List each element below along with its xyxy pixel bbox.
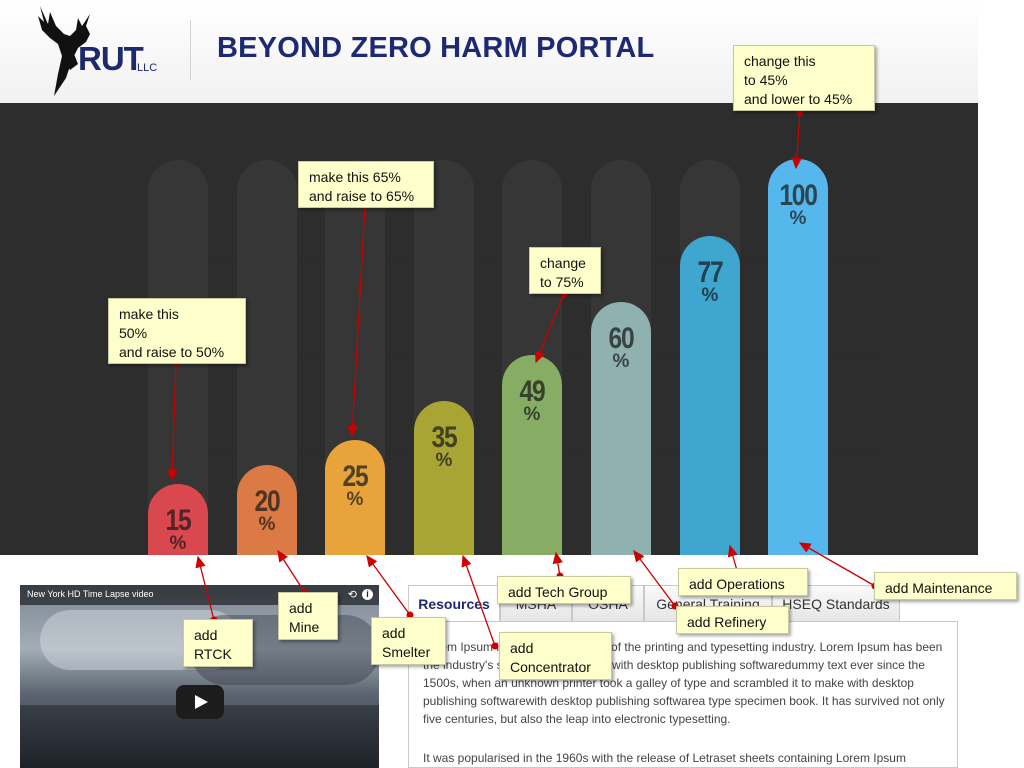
bar-percent-sign: %: [523, 404, 541, 425]
bar-60[interactable]: 60%: [591, 302, 651, 555]
bar-value-label: 77: [697, 256, 724, 289]
content-paragraph: It was popularised in the 1960s with the…: [423, 751, 906, 765]
header-divider: [190, 20, 191, 80]
bar-percent-sign: %: [789, 208, 807, 229]
bar-20[interactable]: 20%: [237, 465, 297, 555]
tab-resources[interactable]: Resources: [408, 585, 500, 621]
bar-percent-sign: %: [346, 489, 364, 510]
annotation-note: add Smelter: [371, 617, 446, 665]
bar-value-label: 49: [519, 375, 546, 408]
logo-text: RUT: [78, 40, 144, 77]
annotation-note: make this 50% and raise to 50%: [108, 298, 246, 364]
deer-logo-icon: [38, 6, 90, 96]
annotation-arrow: [552, 551, 563, 577]
bar-percent-sign: %: [701, 285, 719, 306]
bar-value-label: 35: [431, 421, 458, 454]
annotation-note: make this 65% and raise to 65%: [298, 161, 434, 208]
bar-value-label: 60: [608, 322, 635, 355]
logo-suffix: LLC: [137, 62, 158, 74]
video-player[interactable]: New York HD Time Lapse video ⟲ i: [20, 585, 379, 768]
annotation-note: add Mine: [278, 592, 338, 640]
bar-percent-sign: %: [435, 450, 453, 471]
annotation-note: add RTCK: [183, 619, 253, 667]
annotation-note: add Tech Group: [497, 576, 631, 604]
annotation-note: add Operations: [678, 568, 808, 596]
bar-percent-sign: %: [612, 351, 630, 372]
bar-value-label: 100: [779, 179, 818, 212]
bar-value-label: 20: [254, 485, 281, 518]
bar-77[interactable]: 77%: [680, 236, 740, 555]
annotation-note: add Refinery: [676, 606, 789, 634]
annotation-note: change this to 45% and lower to 45%: [733, 45, 875, 111]
play-icon: [195, 695, 208, 709]
play-button[interactable]: [176, 685, 224, 719]
bar-percent-sign: %: [258, 514, 276, 535]
bar-100[interactable]: 100%: [768, 159, 828, 555]
tab-content-panel: Lorem Ipsum is simply dummy text of the …: [408, 621, 958, 768]
annotation-note: add Maintenance: [874, 572, 1017, 600]
bar-15[interactable]: 15%: [148, 484, 208, 555]
info-icon[interactable]: i: [362, 589, 373, 600]
bar-25[interactable]: 25%: [325, 440, 385, 555]
page-title: BEYOND ZERO HARM PORTAL: [217, 32, 655, 64]
bar-value-label: 25: [342, 460, 369, 493]
bar-value-label: 15: [165, 504, 192, 537]
bar-49[interactable]: 49%: [502, 355, 562, 555]
annotation-note: add Concentrator: [499, 632, 612, 680]
annotation-note: change to 75%: [529, 247, 601, 294]
bar-35[interactable]: 35%: [414, 401, 474, 555]
video-title[interactable]: New York HD Time Lapse video: [27, 589, 154, 599]
share-icon[interactable]: ⟲: [347, 589, 357, 601]
bar-percent-sign: %: [169, 533, 187, 554]
